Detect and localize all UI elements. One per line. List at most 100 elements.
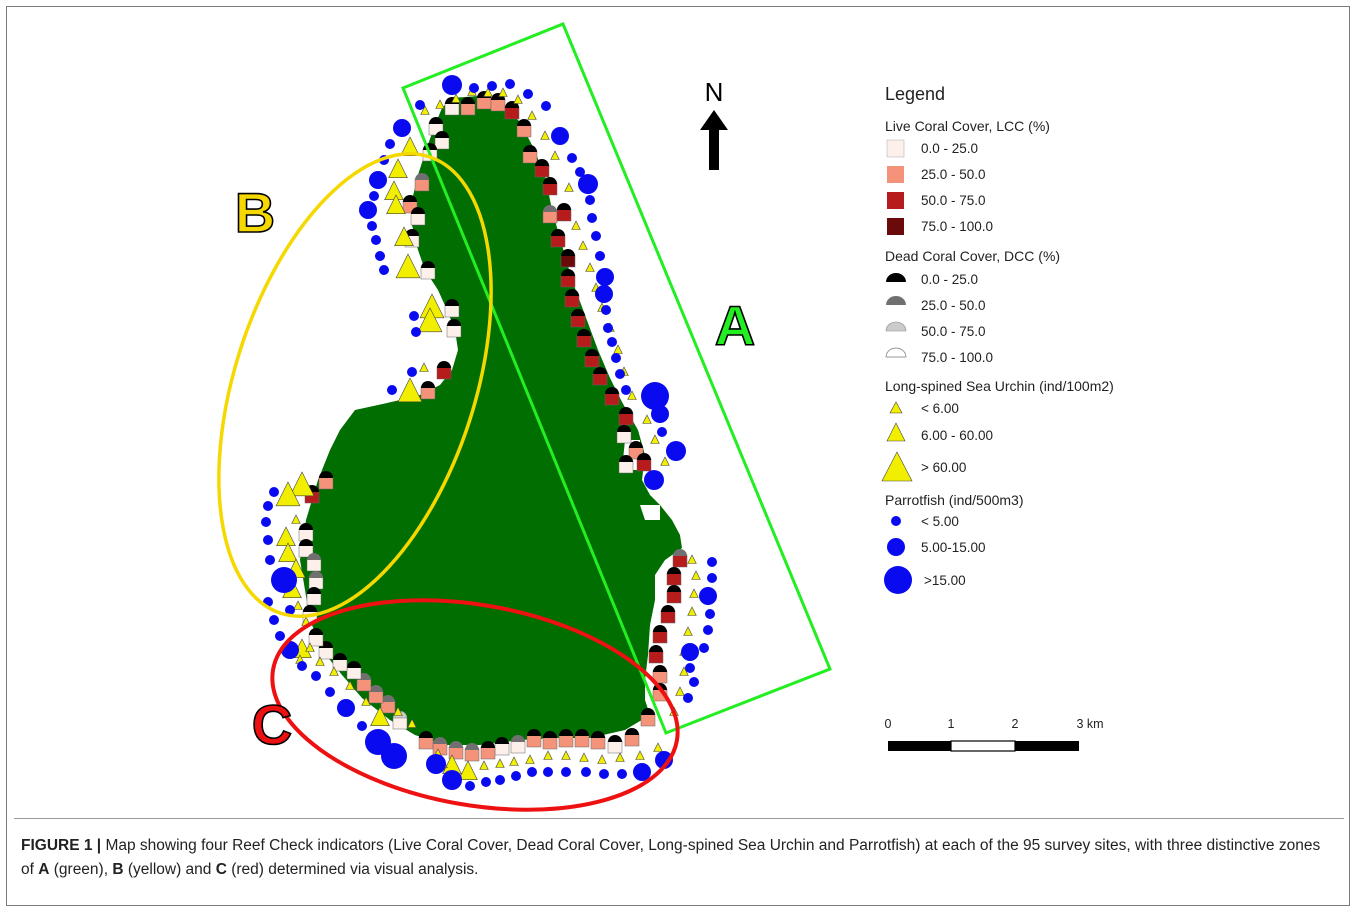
urchin-marker [384, 180, 404, 200]
north-arrow: N [700, 77, 728, 170]
parrotfish-marker [607, 337, 617, 347]
dcc-marker [649, 645, 663, 652]
dcc-marker [517, 119, 531, 126]
lcc-marker [318, 646, 334, 660]
parrotfish-marker [689, 677, 699, 687]
urchin-marker [361, 696, 371, 706]
dcc-marker [465, 743, 479, 750]
dcc-marker [637, 453, 651, 460]
dcc-marker [527, 729, 541, 736]
dcc-marker [415, 173, 429, 180]
urchin-marker [513, 94, 523, 104]
urchin-marker [291, 514, 301, 524]
lcc-marker [592, 372, 608, 386]
dcc-swatch [886, 296, 906, 305]
lcc-marker [306, 592, 322, 606]
lcc-item-label: 25.0 - 50.0 [921, 167, 986, 182]
urchin-marker [613, 344, 623, 354]
urchin-marker [397, 377, 423, 403]
dcc-marker [433, 737, 447, 744]
urchin-marker [679, 666, 689, 676]
lcc-marker [542, 736, 558, 750]
urchin-marker [550, 150, 560, 160]
lcc-marker [522, 150, 538, 164]
lcc-marker [607, 740, 623, 754]
lcc-marker [618, 412, 634, 426]
dcc-marker [421, 261, 435, 268]
parrotfish-marker [269, 487, 279, 497]
lcc-marker [550, 234, 566, 248]
urchin-marker [653, 742, 663, 752]
lcc-marker [494, 742, 510, 756]
urchin-marker [675, 686, 685, 696]
lcc-marker [560, 274, 576, 288]
urchin-marker [578, 240, 588, 250]
parrotfish-marker [426, 754, 446, 774]
caption-zone-a: A [38, 861, 50, 878]
urchin-marker [370, 706, 390, 727]
urchin-marker [407, 718, 417, 728]
parrotfish-marker [337, 699, 355, 717]
dcc-marker [585, 349, 599, 356]
parrotfish-marker [655, 751, 673, 769]
urchin-swatch [886, 422, 906, 442]
parrotfish-marker [685, 663, 695, 673]
caption-text: Map showing four Reef Check indicators (… [21, 837, 1321, 878]
lcc-marker [666, 572, 682, 586]
lcc-marker [604, 392, 620, 406]
urchin-marker [315, 656, 325, 666]
dcc-marker [309, 628, 323, 635]
parrotfish-marker [269, 615, 279, 625]
lcc-marker [558, 734, 574, 748]
dcc-marker [629, 441, 643, 448]
parrotfish-marker [442, 770, 462, 790]
parrot-title: Parrotfish (ind/500m3) [885, 492, 1024, 508]
dcc-marker [653, 625, 667, 632]
lcc-marker [648, 650, 664, 664]
lcc-marker [444, 304, 460, 318]
dcc-marker [561, 249, 575, 256]
dcc-item-label: 25.0 - 50.0 [921, 298, 986, 313]
lcc-swatch [887, 192, 904, 209]
dcc-marker [511, 735, 525, 742]
parrotfish-marker [561, 767, 571, 777]
parrotfish-marker [371, 235, 381, 245]
lcc-title: Live Coral Cover, LCC (%) [885, 118, 1050, 134]
dcc-marker [307, 587, 321, 594]
parrotfish-marker [409, 311, 419, 321]
lcc-marker [480, 746, 496, 760]
urchin-marker [386, 194, 406, 214]
dcc-marker [619, 455, 633, 462]
urchin-marker [420, 105, 430, 115]
dcc-marker [333, 653, 347, 660]
dcc-marker [673, 549, 687, 556]
lcc-marker [392, 716, 408, 730]
legend-title: Legend [885, 84, 945, 104]
urchin-marker [275, 481, 301, 507]
urchin-marker [579, 752, 589, 762]
parrotfish-marker [442, 75, 462, 95]
lcc-marker [464, 748, 480, 762]
parrotfish-marker [481, 777, 491, 787]
coast-notch [640, 505, 660, 520]
parrotfish-marker [587, 213, 597, 223]
dcc-marker [557, 203, 571, 210]
lcc-marker [534, 164, 550, 178]
parrotfish-marker [611, 353, 621, 363]
urchin-marker [642, 414, 652, 424]
urchin-marker [293, 600, 303, 610]
dcc-marker [437, 361, 451, 368]
dcc-marker [551, 229, 565, 236]
zone-a-outline [401, 22, 832, 735]
lcc-marker [414, 178, 430, 192]
parrotfish-marker [369, 191, 379, 201]
scale-bar: 0 1 2 3 km [885, 717, 1104, 752]
lcc-swatch [887, 166, 904, 183]
parrotfish-marker [543, 767, 553, 777]
lcc-marker [570, 314, 586, 328]
parrotfish-marker [595, 285, 613, 303]
scale-label: 1 [948, 717, 955, 731]
parrotfish-marker [487, 81, 497, 91]
parrotfish-marker [707, 557, 717, 567]
